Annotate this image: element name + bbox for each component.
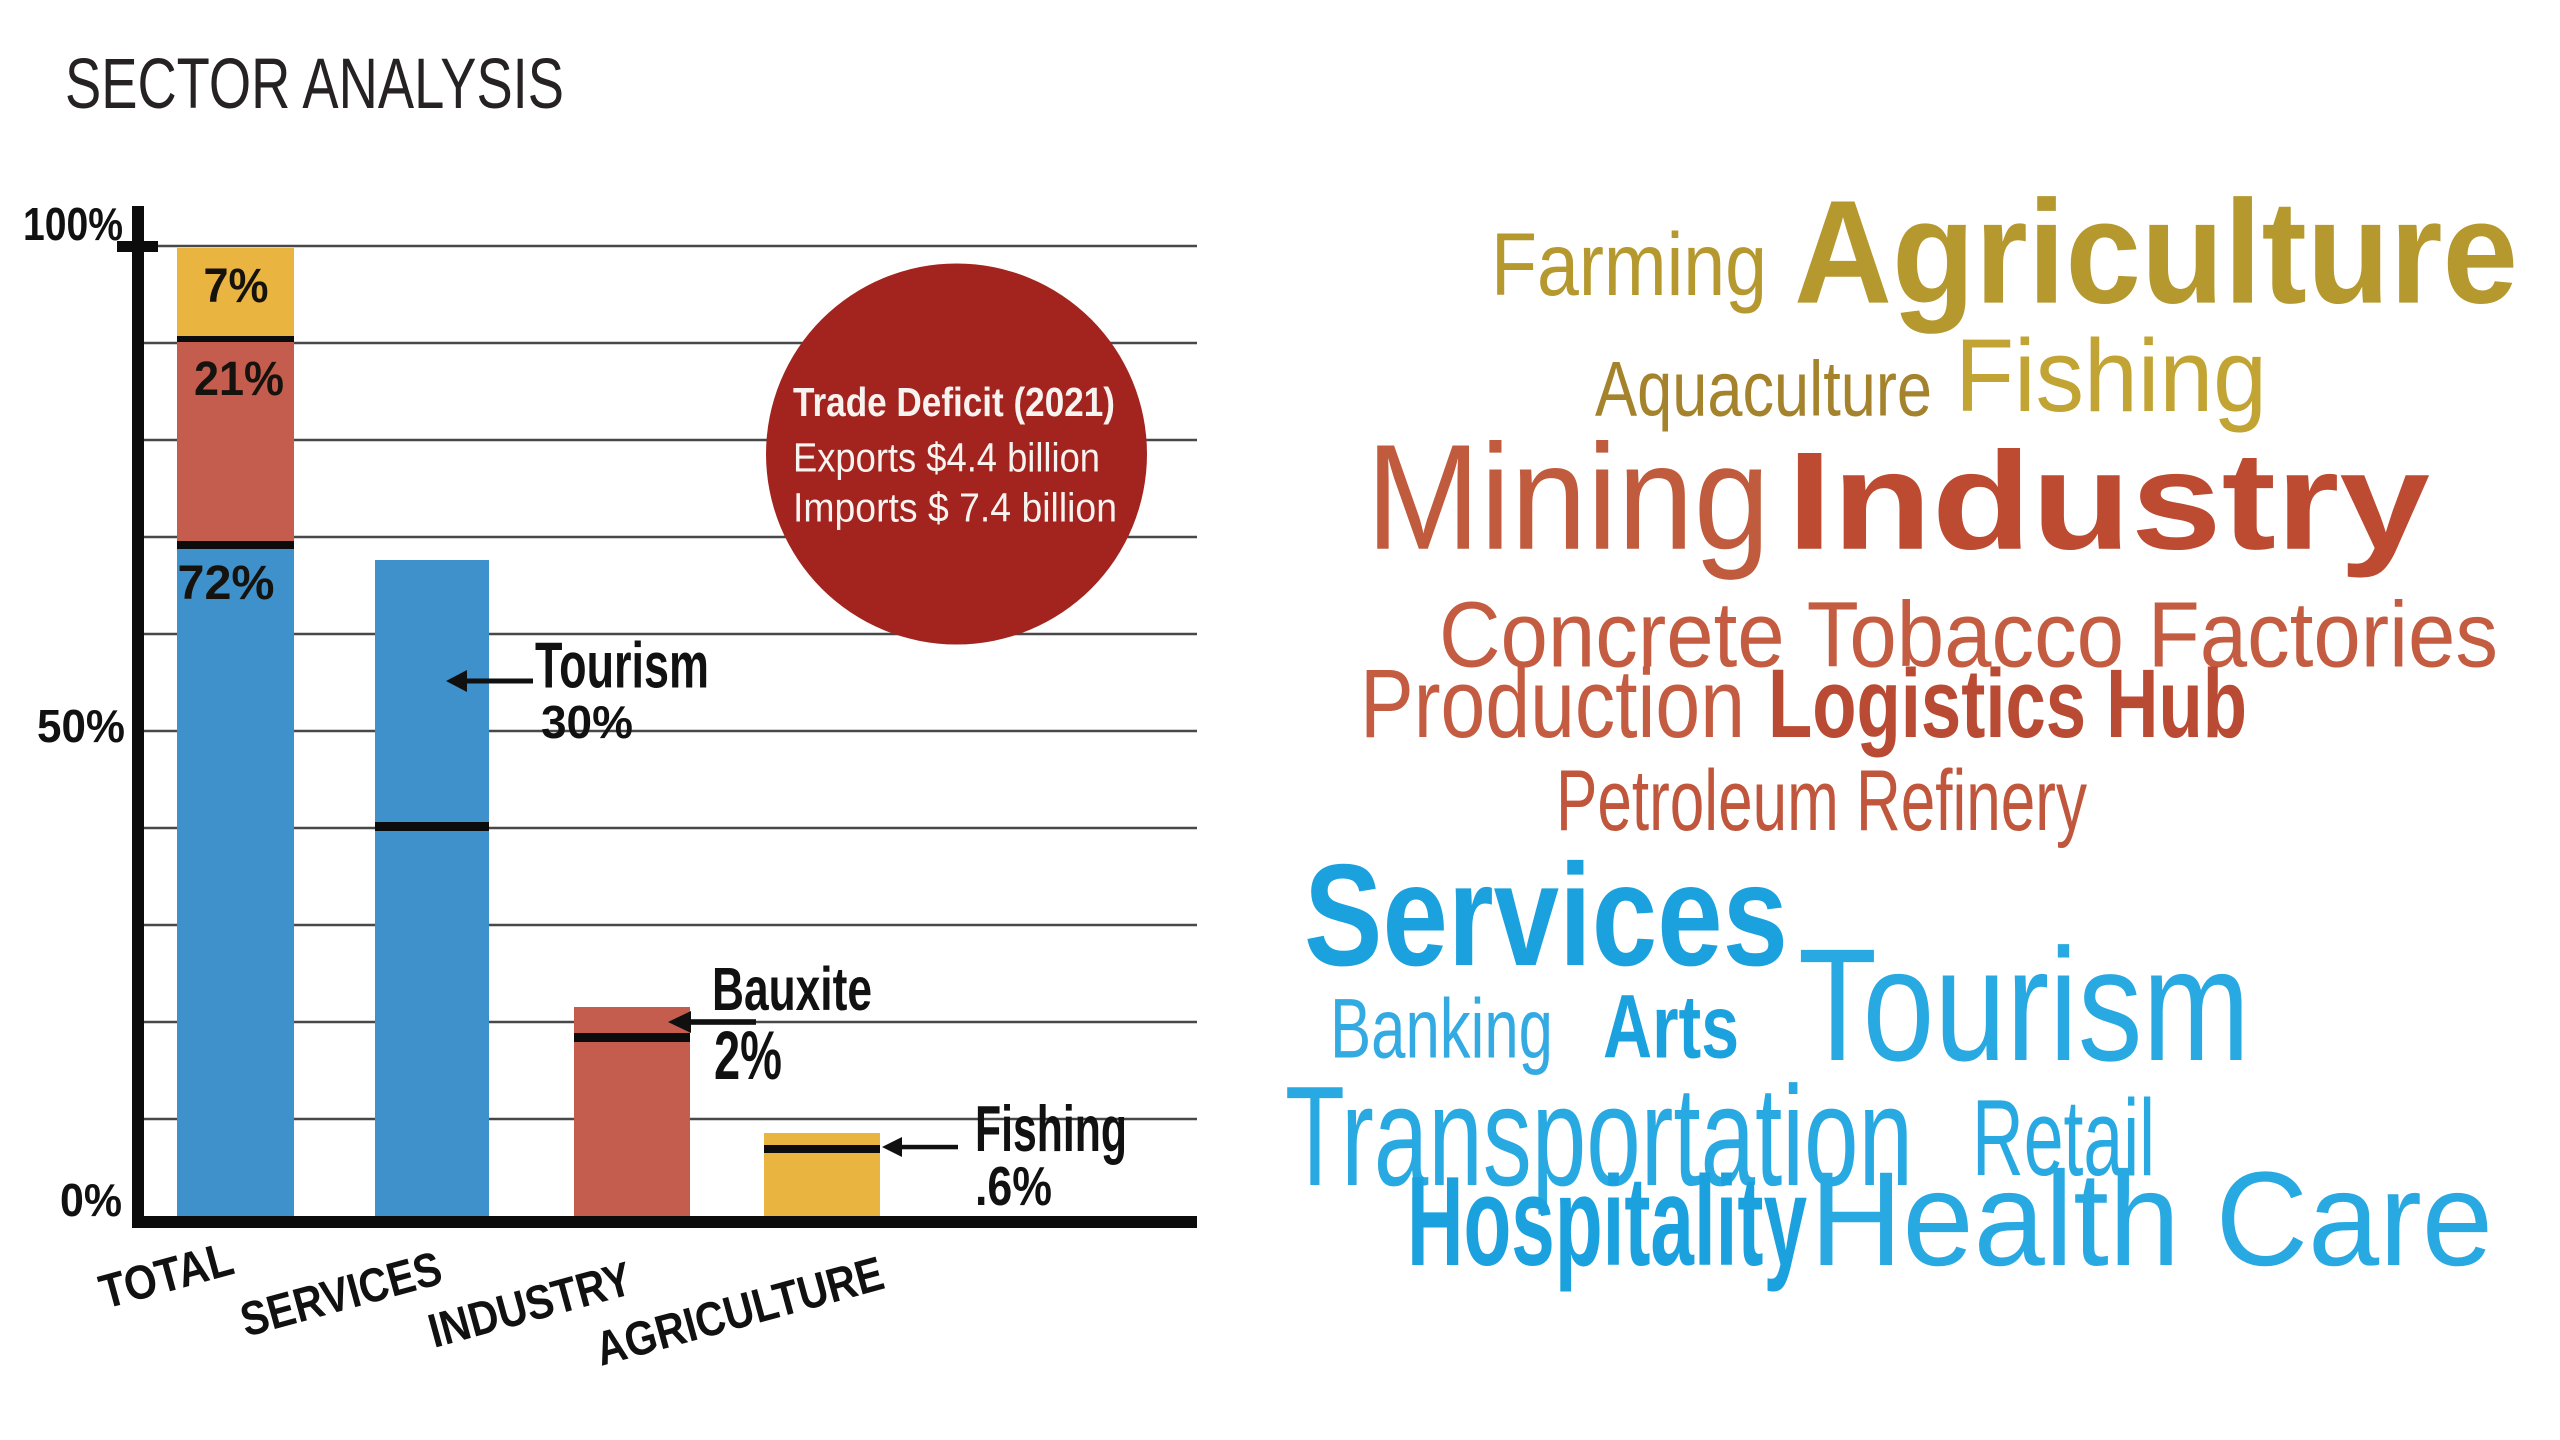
svg-text:Agriculture: Agriculture xyxy=(1794,171,2518,335)
svg-text:Farming: Farming xyxy=(1491,214,1767,314)
svg-text:50%: 50% xyxy=(37,700,125,752)
svg-text:Tourism: Tourism xyxy=(1798,915,2250,1094)
svg-text:Health Care: Health Care xyxy=(1810,1145,2493,1294)
svg-text:0%: 0% xyxy=(60,1174,122,1226)
svg-text:Transportation: Transportation xyxy=(1285,1057,1913,1216)
svg-text:Logistics Hub: Logistics Hub xyxy=(1768,649,2247,758)
svg-text:100%: 100% xyxy=(23,198,123,250)
svg-text:Services: Services xyxy=(1304,834,1788,996)
svg-text:Trade Deficit (2021): Trade Deficit (2021) xyxy=(793,379,1115,425)
svg-text:Imports $ 7.4 billion: Imports $ 7.4 billion xyxy=(793,485,1117,531)
svg-text:30%: 30% xyxy=(541,696,633,748)
svg-text:Exports $4.4 billion: Exports $4.4 billion xyxy=(793,435,1100,481)
svg-text:Fishing: Fishing xyxy=(1955,318,2267,433)
svg-text:Tourism: Tourism xyxy=(535,629,709,702)
svg-text:7%: 7% xyxy=(204,260,269,313)
svg-text:Mining: Mining xyxy=(1366,413,1770,581)
svg-text:Fishing: Fishing xyxy=(975,1092,1127,1165)
svg-text:Petroleum Refinery: Petroleum Refinery xyxy=(1556,753,2087,849)
svg-text:21%: 21% xyxy=(194,353,284,406)
svg-text:Concrete Tobacco Factories: Concrete Tobacco Factories xyxy=(1439,583,2498,687)
svg-text:72%: 72% xyxy=(178,557,275,610)
svg-text:Retail: Retail xyxy=(1972,1077,2155,1199)
svg-text:Production: Production xyxy=(1360,649,1745,758)
svg-text:Industry: Industry xyxy=(1787,424,2430,579)
svg-text:Aquaculture: Aquaculture xyxy=(1595,345,1932,433)
svg-text:SECTOR ANALYSIS: SECTOR ANALYSIS xyxy=(65,45,564,124)
svg-text:Arts: Arts xyxy=(1603,978,1739,1078)
svg-text:2%: 2% xyxy=(714,1017,782,1094)
svg-text:Hospitality: Hospitality xyxy=(1407,1150,1807,1292)
svg-text:Bauxite: Bauxite xyxy=(712,955,872,1023)
svg-text:.6%: .6% xyxy=(975,1155,1052,1217)
svg-text:Banking: Banking xyxy=(1330,982,1553,1076)
